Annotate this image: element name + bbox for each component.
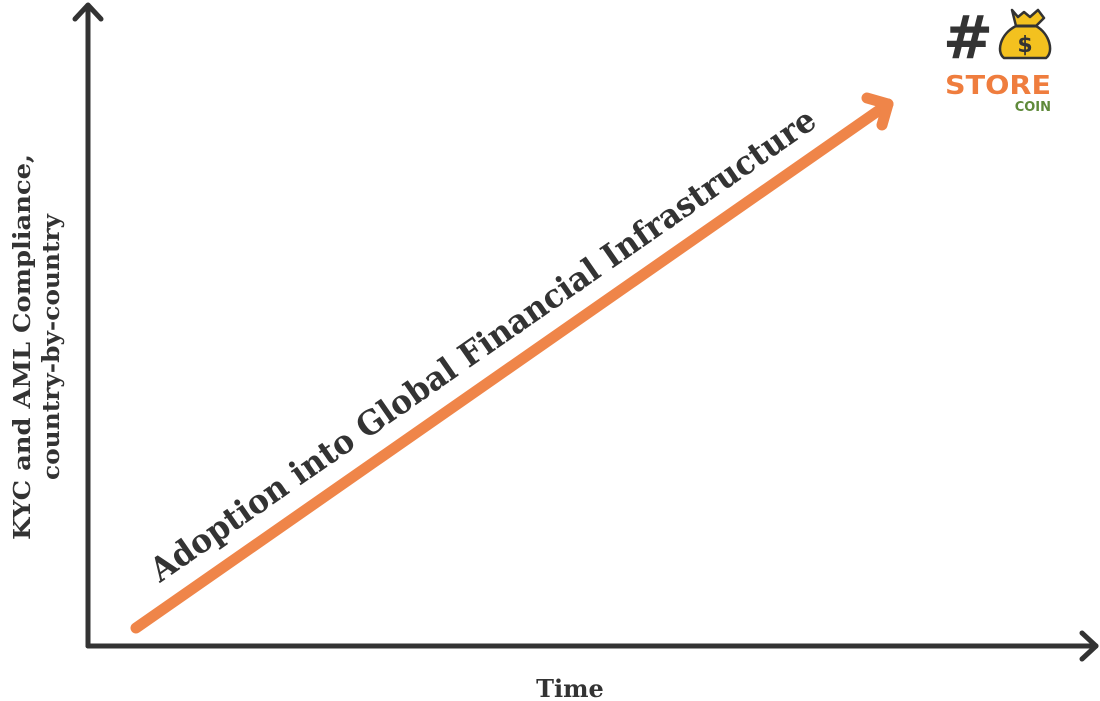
y-axis-label-line1: KYC and AML Compliance, [9, 154, 36, 540]
y-axis-label-line2: country-by-country [38, 213, 65, 480]
trend-label: Adoption into Global Financial Infrastru… [142, 100, 824, 590]
trend-arrow-shaft [130, 98, 894, 634]
logo-word-store: STORE [945, 71, 1051, 101]
money-bag-icon: $ [998, 8, 1052, 60]
x-axis-arrowhead [1079, 630, 1099, 662]
logo-word-coin: COIN [1015, 100, 1051, 115]
x-axis-label: Time [536, 674, 604, 701]
y-axis-arrowhead [72, 2, 104, 22]
logo-hash: # [943, 3, 993, 73]
logo-dollar: $ [1017, 33, 1032, 58]
trend-arrowhead [861, 92, 894, 131]
storecoin-logo: # $ STORE COIN [943, 3, 1052, 115]
